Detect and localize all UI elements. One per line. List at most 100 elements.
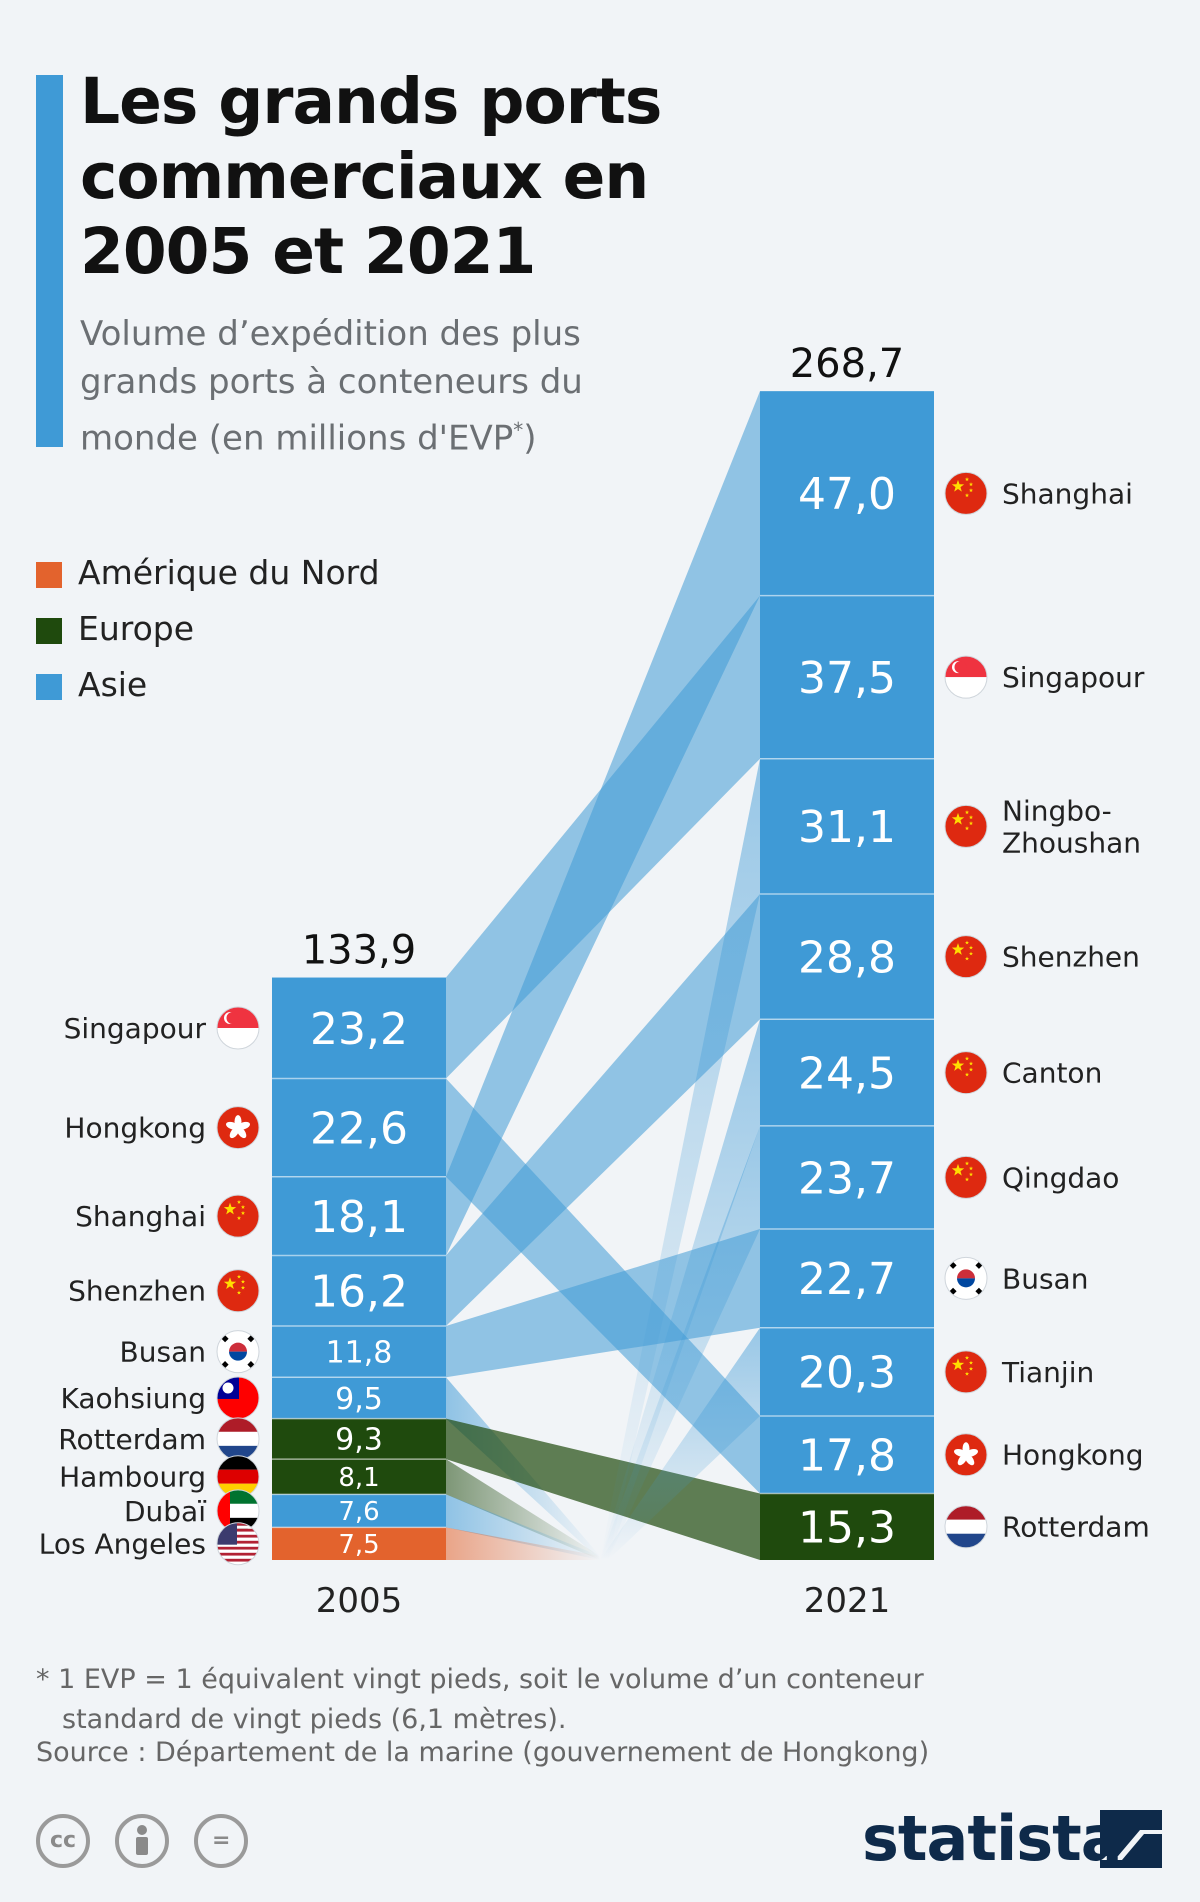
bar-segment-2021-canton: [760, 1019, 934, 1126]
bar-segment-2021-busan: [760, 1228, 934, 1328]
port-label-2005-dubai: Dubaï: [124, 1495, 206, 1528]
creative-commons-icon: cc: [36, 1814, 90, 1868]
bar-segment-2005-singapour: [272, 977, 446, 1079]
value-label-2005-singapour: 23,2: [310, 1004, 408, 1055]
legend-swatch: [36, 618, 62, 644]
flow-band-tianjin: [600, 1327, 760, 1560]
flag-2005-shanghai: [216, 1194, 260, 1238]
port-label-2005-singapour: Singapour: [64, 1012, 207, 1045]
bar-segment-2021-shenzhen: [760, 894, 934, 1020]
value-label-2021-ningbo-zhoushan: 31,1: [798, 802, 896, 853]
flag-2021-hongkong: [944, 1433, 988, 1477]
legend-swatch: [36, 674, 62, 700]
value-label-2021-rotterdam: 15,3: [798, 1503, 896, 1554]
value-label-2021-shanghai: 47,0: [798, 469, 896, 520]
bar-column-2021: 47,0 Shanghai 37,5 Singapour 31,1 Ningbo-Zhou…: [760, 341, 1150, 1621]
flag-2005-busan: [216, 1330, 260, 1374]
flow-band-ningbo-zhoushan: [600, 758, 760, 1560]
flow-band-canton: [600, 1019, 760, 1560]
value-label-2005-los-angeles: 7,5: [338, 1530, 379, 1560]
flag-2005-singapour: [216, 1006, 260, 1050]
footnote: * 1 EVP = 1 équivalent vingt pieds, soit…: [36, 1660, 1036, 1740]
legend-label: Asie: [78, 665, 148, 704]
subtitle-asterisk: *: [513, 418, 524, 442]
bar-segment-2021-ningbo-zhoushan: [760, 758, 934, 895]
value-label-2021-singapour: 37,5: [798, 653, 896, 704]
statista-logo-mark: [1100, 1810, 1162, 1868]
bar-segment-2005-shanghai: [272, 1176, 446, 1256]
port-label-2005-kaohsiung: Kaohsiung: [60, 1382, 206, 1415]
flow-band-shanghai: [446, 391, 760, 1256]
port-label-2021-ningbo-zhoushan: Ningbo-Zhoushan: [1002, 794, 1141, 859]
flag-2021-ningbo-zhoushan: [944, 804, 988, 848]
subtitle-end: ): [523, 418, 537, 459]
total-label-2005: 133,9: [302, 928, 417, 974]
port-label-2005-shenzhen: Shenzhen: [68, 1275, 206, 1308]
port-label-2005-los-angeles: Los Angeles: [39, 1528, 206, 1561]
flow-band-busan: [446, 1228, 760, 1378]
no-derivatives-icon: =: [194, 1814, 249, 1868]
flow-band-hambourg: [446, 1459, 600, 1560]
flow-band-los-angeles: [446, 1527, 600, 1560]
bar-segment-2005-busan: [272, 1325, 446, 1378]
flow-bands: [446, 391, 760, 1560]
flag-2005-los-angeles: [216, 1522, 260, 1566]
legend-label: Europe: [78, 609, 195, 648]
source-note: Source : Département de la marine (gouve…: [36, 1737, 930, 1768]
flag-2005-hongkong: [216, 1106, 260, 1150]
value-label-2005-kaohsiung: 9,5: [335, 1382, 383, 1417]
chart-subtitle: Volume d’expédition des plus grands port…: [80, 310, 640, 462]
attribution-person-icon: [115, 1814, 170, 1868]
year-label-2005: 2005: [316, 1581, 403, 1621]
bar-segment-2021-tianjin: [760, 1327, 934, 1417]
title-accent-bar: [36, 75, 63, 447]
bar-segment-2005-los-angeles: [272, 1527, 446, 1560]
port-label-2005-hambourg: Hambourg: [59, 1461, 206, 1494]
port-label-2021-shanghai: Shanghai: [1002, 477, 1133, 510]
flag-2021-qingdao: [944, 1155, 988, 1199]
bar-segment-2021-qingdao: [760, 1125, 934, 1229]
value-label-2021-shenzhen: 28,8: [798, 932, 896, 983]
legend-swatch: [36, 562, 62, 588]
statista-logo-text: statista: [862, 1802, 1123, 1875]
bar-segment-2021-shanghai: [760, 391, 934, 596]
value-label-2021-busan: 22,7: [798, 1254, 896, 1305]
year-label-2021: 2021: [804, 1581, 891, 1621]
bar-segment-2021-hongkong: [760, 1416, 934, 1494]
port-label-2005-shanghai: Shanghai: [75, 1200, 206, 1233]
port-label-2021-singapour: Singapour: [1002, 661, 1145, 694]
flag-2021-rotterdam: [944, 1505, 988, 1549]
bar-segment-2021-singapour: [760, 595, 934, 759]
flag-2005-kaohsiung: [216, 1376, 260, 1420]
value-label-2005-hambourg: 8,1: [338, 1463, 379, 1493]
port-label-2021-rotterdam: Rotterdam: [1002, 1511, 1150, 1544]
value-label-2005-busan: 11,8: [326, 1335, 393, 1370]
flag-2005-rotterdam: [216, 1417, 260, 1461]
bar-column-2005: 23,2 Singapour 22,6 Hongkong 18,1 Shanghai 16,…: [39, 928, 446, 1621]
value-label-2005-shenzhen: 16,2: [310, 1267, 408, 1318]
footnote-line-1: * 1 EVP = 1 équivalent vingt pieds, soit…: [36, 1664, 924, 1695]
subtitle-text: Volume d’expédition des plus grands port…: [80, 314, 583, 459]
flag-2021-tianjin: [944, 1350, 988, 1394]
license-icons: cc =: [36, 1814, 268, 1868]
flow-band-dubai: [446, 1494, 600, 1560]
footnote-line-2: standard de vingt pieds (6,1 mètres).: [62, 1704, 567, 1735]
value-label-2021-hongkong: 17,8: [798, 1431, 896, 1482]
value-label-2021-qingdao: 23,7: [798, 1153, 896, 1204]
person-glyph: [136, 1825, 149, 1855]
port-label-2021-canton: Canton: [1002, 1057, 1102, 1090]
port-label-2021-busan: Busan: [1002, 1262, 1088, 1295]
bar-segment-2005-shenzhen: [272, 1255, 446, 1326]
chart-title: Les grands ports commerciaux en 2005 et …: [80, 65, 662, 288]
legend-label: Amérique du Nord: [78, 553, 380, 592]
bar-segment-2005-hambourg: [272, 1459, 446, 1495]
bar-segment-2005-dubai: [272, 1494, 446, 1528]
flag-2021-shanghai: [944, 471, 988, 515]
stacked-bar-chart: 23,2 Singapour 22,6 Hongkong 18,1 Shanghai 16,…: [39, 341, 1150, 1621]
port-label-2021-tianjin: Tianjin: [1001, 1356, 1094, 1389]
port-label-2021-hongkong: Hongkong: [1002, 1439, 1144, 1472]
flow-band-shenzhen: [446, 894, 760, 1326]
bar-segment-2021-rotterdam: [760, 1493, 934, 1560]
port-label-2005-busan: Busan: [120, 1336, 206, 1369]
port-label-2005-hongkong: Hongkong: [64, 1112, 206, 1145]
